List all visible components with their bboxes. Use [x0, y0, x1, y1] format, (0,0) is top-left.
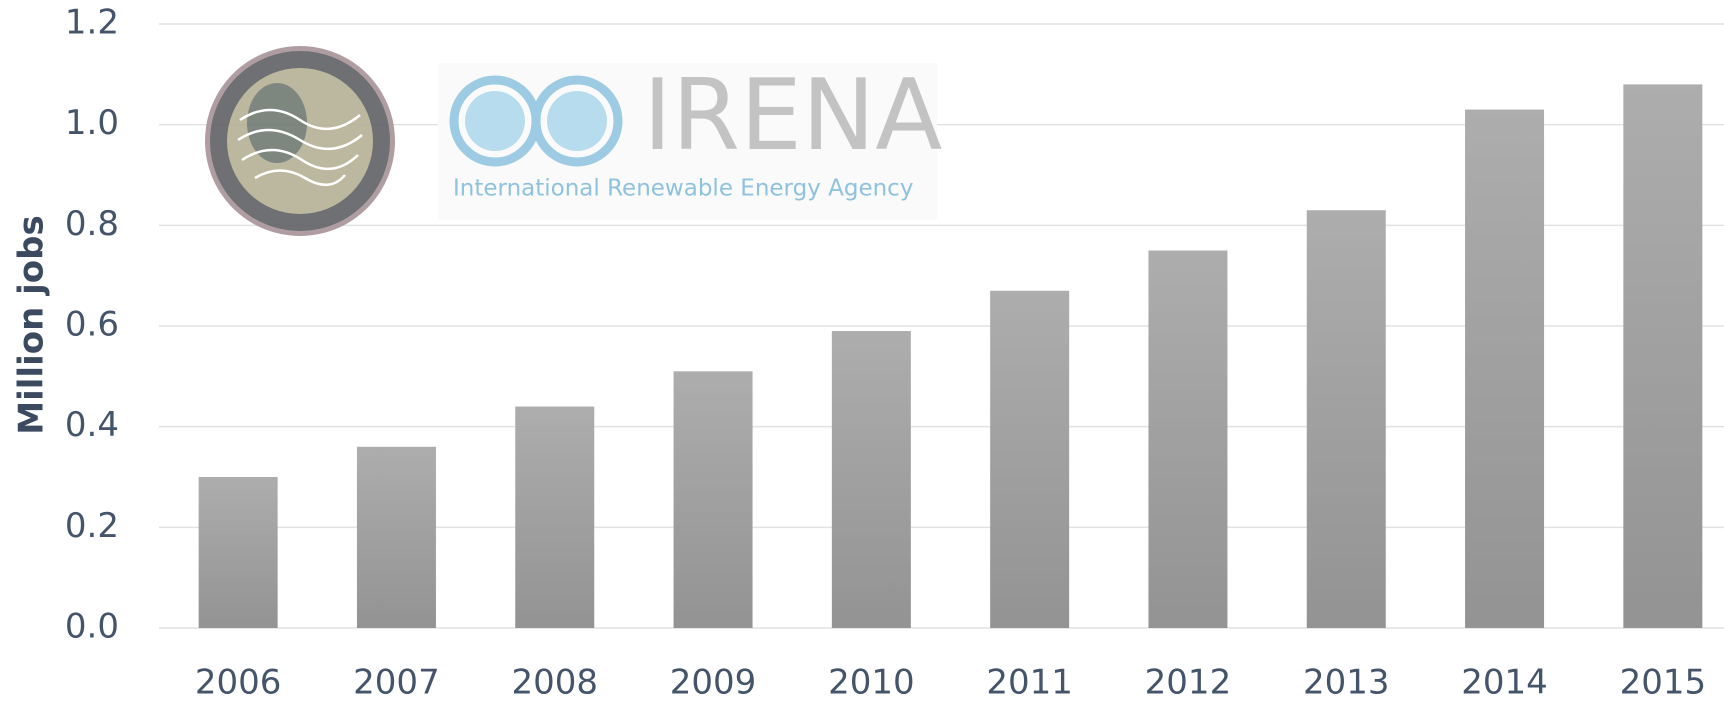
- x-tick-label: 2011: [986, 663, 1073, 701]
- bar: [515, 406, 595, 628]
- x-tick-label: 2015: [1620, 663, 1707, 701]
- bar: [356, 446, 436, 628]
- y-axis-label: Million jobs: [12, 215, 52, 434]
- round-logo: [205, 46, 395, 236]
- x-tick-label: 2013: [1303, 663, 1390, 701]
- bar: [1306, 210, 1386, 628]
- x-tick-label: 2007: [353, 663, 440, 701]
- x-tick-label: 2010: [828, 663, 915, 701]
- x-tick-label: 2008: [511, 663, 598, 701]
- x-tick-label: 2014: [1461, 663, 1548, 701]
- y-tick-label: 0.8: [65, 204, 119, 244]
- y-tick-label: 1.2: [65, 3, 119, 43]
- x-tick-label: 2012: [1145, 663, 1232, 701]
- y-tick-label: 0.0: [65, 607, 119, 647]
- x-tick-label: 2006: [195, 663, 282, 701]
- logo-name: IRENA: [643, 59, 942, 173]
- bar: [1623, 84, 1703, 628]
- bar: [198, 477, 278, 628]
- y-tick-label: 0.6: [65, 305, 119, 345]
- bar: [990, 290, 1070, 628]
- y-tick-label: 0.4: [65, 405, 119, 445]
- y-tick-label: 0.2: [65, 506, 119, 546]
- irena-logo: IRENA International Renewable Energy Age…: [438, 59, 942, 220]
- bar: [673, 371, 753, 628]
- bar: [1465, 109, 1545, 629]
- logo-subtitle: International Renewable Energy Agency: [453, 176, 913, 202]
- bar: [1148, 250, 1228, 628]
- x-tick-label: 2009: [670, 663, 757, 701]
- bar: [831, 331, 911, 628]
- y-tick-label: 1.0: [65, 103, 119, 143]
